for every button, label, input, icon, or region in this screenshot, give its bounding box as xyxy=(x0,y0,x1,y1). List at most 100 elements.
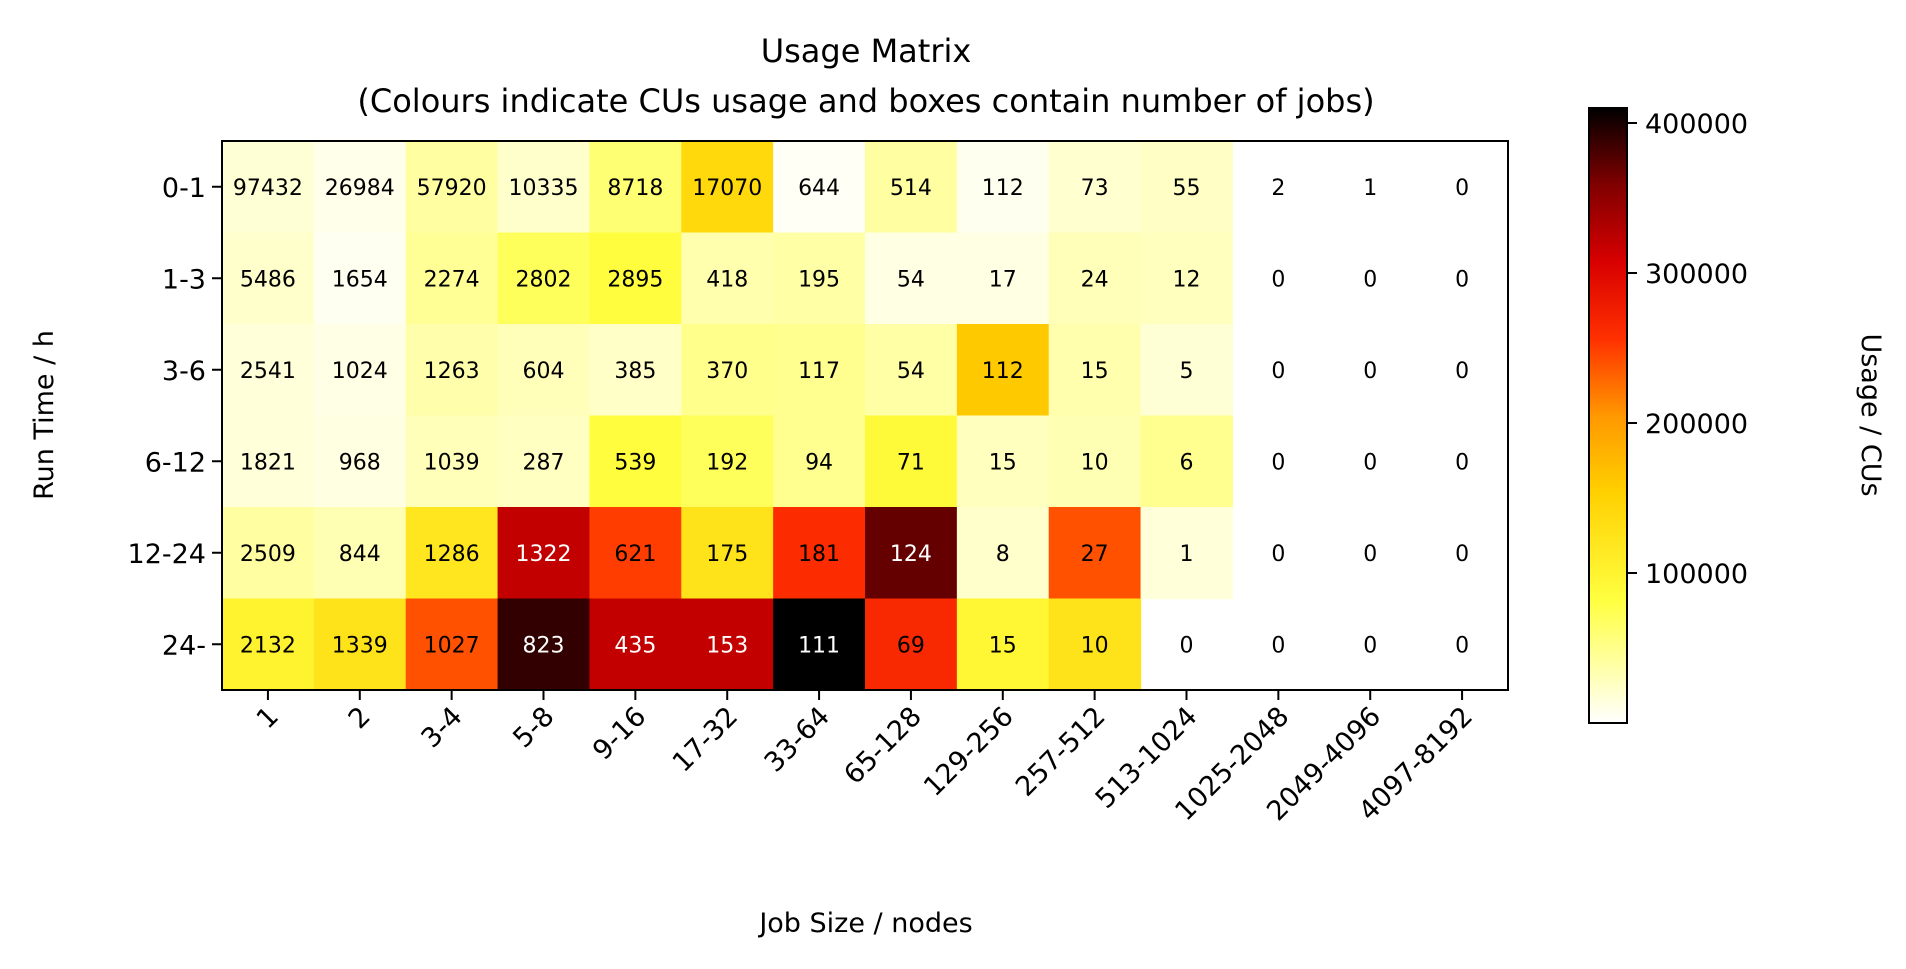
cell-label: 2895 xyxy=(607,267,663,292)
heatmap-cell xyxy=(313,598,407,691)
cell-label: 418 xyxy=(706,267,748,292)
x-tick-label: 129-256 xyxy=(918,701,1020,803)
heatmap-cell xyxy=(222,415,315,508)
cell-label: 0 xyxy=(1271,450,1285,475)
heatmap-cell xyxy=(681,324,774,417)
heatmap-cell xyxy=(405,507,499,600)
heatmap-cell xyxy=(681,507,774,600)
y-tick-label: 1-3 xyxy=(162,264,206,295)
cell-label: 5 xyxy=(1180,359,1194,384)
heatmap-cell xyxy=(589,415,682,508)
cell-label: 0 xyxy=(1363,542,1377,567)
cell-label: 0 xyxy=(1455,450,1469,475)
cell-label: 1654 xyxy=(332,267,388,292)
heatmap-cell xyxy=(222,598,315,691)
heatmap-cell xyxy=(589,598,682,691)
cell-label: 0 xyxy=(1363,359,1377,384)
chart-subtitle: (Colours indicate CUs usage and boxes co… xyxy=(357,82,1374,120)
cell-label: 1027 xyxy=(424,633,480,658)
cell-label: 0 xyxy=(1455,359,1469,384)
y-tick-label: 0-1 xyxy=(162,173,206,204)
x-tick-label: 1 xyxy=(251,701,285,735)
heatmap-cell xyxy=(497,598,591,691)
heatmap-cell xyxy=(956,232,1050,325)
x-tick-label: 2 xyxy=(343,701,377,735)
cell-label: 54 xyxy=(897,359,925,384)
cell-label: 195 xyxy=(798,267,840,292)
x-tick-label: 9-16 xyxy=(587,701,652,766)
heatmap-cell xyxy=(1048,324,1142,417)
cell-label: 2274 xyxy=(424,267,480,292)
heatmap-cell xyxy=(1140,507,1234,600)
x-tick-label: 17-32 xyxy=(667,701,744,778)
cell-label: 71 xyxy=(897,450,925,475)
cell-label: 112 xyxy=(982,176,1024,201)
cell-label: 0 xyxy=(1180,633,1194,658)
y-axis-ticks: 0-1 1-3 3-6 6-12 12-24 24- xyxy=(128,173,222,661)
cell-label: 2132 xyxy=(240,633,296,658)
cell-label: 117 xyxy=(798,359,840,384)
x-axis-label: Job Size / nodes xyxy=(757,908,972,939)
heatmap-cell xyxy=(405,324,499,417)
heatmap-cell xyxy=(405,415,499,508)
cell-label: 27 xyxy=(1081,542,1109,567)
heatmap-cell xyxy=(681,415,774,508)
cell-label: 844 xyxy=(339,542,381,567)
cell-label: 823 xyxy=(523,633,565,658)
heatmap-cell xyxy=(865,507,958,600)
heatmap-cell xyxy=(681,141,774,234)
heatmap-cell xyxy=(222,141,315,234)
cell-label: 192 xyxy=(706,450,748,475)
cell-label: 1263 xyxy=(424,359,480,384)
heatmap-cells xyxy=(222,141,1234,691)
heatmap-cell xyxy=(1140,415,1234,508)
cell-label: 15 xyxy=(989,633,1017,658)
heatmap-cell xyxy=(956,507,1050,600)
cell-label: 111 xyxy=(798,633,840,658)
cell-label: 24 xyxy=(1081,267,1109,292)
heatmap-cell xyxy=(773,141,866,234)
heatmap-cell xyxy=(956,141,1050,234)
colorbar xyxy=(1588,107,1628,724)
cell-label: 0 xyxy=(1363,267,1377,292)
heatmap-cell xyxy=(773,232,866,325)
cell-label: 17070 xyxy=(692,176,762,201)
cell-label: 2802 xyxy=(516,267,572,292)
cell-label: 385 xyxy=(614,359,656,384)
cell-label: 153 xyxy=(706,633,748,658)
cell-label: 0 xyxy=(1455,542,1469,567)
heatmap-cell xyxy=(497,415,591,508)
cell-label: 1286 xyxy=(424,542,480,567)
heatmap-cell xyxy=(589,324,682,417)
cell-label: 2509 xyxy=(240,542,296,567)
cell-label: 0 xyxy=(1271,267,1285,292)
heatmap-cell xyxy=(313,141,407,234)
cell-label: 10335 xyxy=(509,176,579,201)
heatmap-cell xyxy=(773,507,866,600)
heatmap-cell xyxy=(1140,232,1234,325)
cell-label: 514 xyxy=(890,176,932,201)
cell-label: 644 xyxy=(798,176,840,201)
cell-label: 12 xyxy=(1173,267,1201,292)
heatmap-cell xyxy=(589,141,682,234)
cell-label: 1 xyxy=(1180,542,1194,567)
heatmap-cell xyxy=(497,324,591,417)
y-tick-label: 3-6 xyxy=(162,356,206,387)
cell-label: 2 xyxy=(1271,176,1285,201)
heatmap-cell xyxy=(681,598,774,691)
x-tick-label: 3-4 xyxy=(415,701,468,754)
cell-label: 54 xyxy=(897,267,925,292)
cell-label: 15 xyxy=(1081,359,1109,384)
cell-label: 8718 xyxy=(607,176,663,201)
cell-label: 604 xyxy=(523,359,565,384)
y-axis-label: Run Time / h xyxy=(29,330,60,500)
cell-label: 968 xyxy=(339,450,381,475)
heatmap-cell xyxy=(313,324,407,417)
cell-label: 287 xyxy=(523,450,565,475)
cell-label: 57920 xyxy=(417,176,487,201)
heatmap-cell xyxy=(313,232,407,325)
cell-label: 15 xyxy=(989,450,1017,475)
cell-label: 0 xyxy=(1363,633,1377,658)
cell-label: 1322 xyxy=(516,542,572,567)
colorbar-ticks: 100000 200000 300000 400000 xyxy=(1627,109,1748,590)
